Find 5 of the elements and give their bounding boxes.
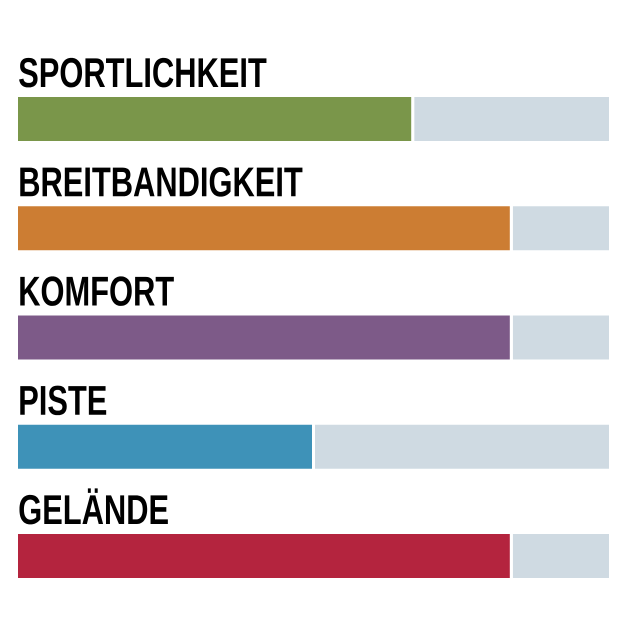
- y-tick-label: GELÄNDE: [19, 488, 168, 524]
- y-tick-label: BREITBANDIGKEIT: [20, 167, 302, 197]
- y-tick-label: SPORTLICHKEIT: [19, 58, 266, 88]
- y-tick-label: PISTE: [20, 386, 106, 416]
- y-tick-label: KOMFORT: [20, 276, 174, 306]
